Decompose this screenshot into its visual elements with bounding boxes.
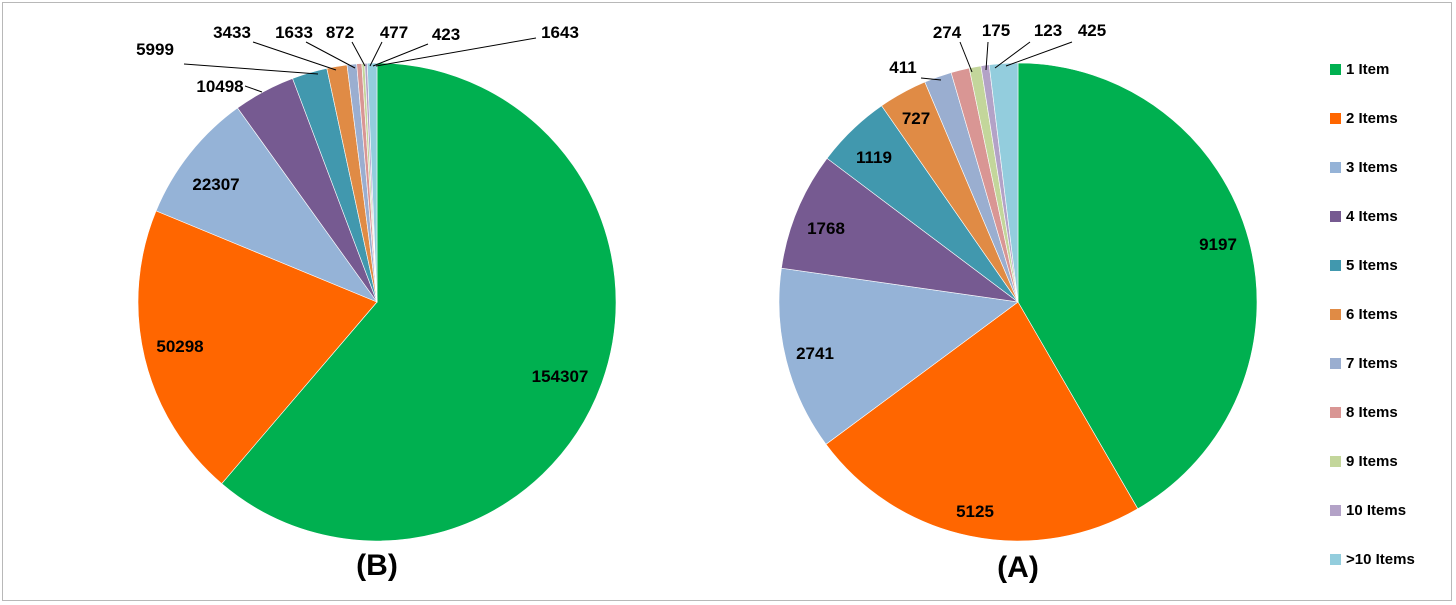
legend-swatch-7-items (1330, 358, 1341, 369)
data-label-4-items: 10498 (196, 77, 243, 96)
slice-2-items (825, 301, 1139, 542)
data-label-2-items: 50298 (156, 337, 203, 356)
data-label-2-items: 5125 (956, 502, 994, 521)
legend-swatch-9-items (1330, 456, 1341, 467)
data-label-10-items: 123 (1034, 21, 1062, 40)
leader-line-10-items (994, 41, 1031, 69)
data-label-gt-10-items: 425 (1078, 21, 1106, 40)
leader-line-5-items (183, 63, 319, 75)
data-label-4-items: 1768 (807, 219, 845, 238)
leader-line-7-items (920, 77, 942, 81)
leader-line-10-items (372, 43, 429, 67)
legend-swatch-10-items (1330, 505, 1341, 516)
legend-label-4-items: 4 Items (1346, 208, 1398, 225)
slice-2-items (137, 210, 378, 485)
data-label-10-items: 423 (432, 25, 460, 44)
legend-label-9-items: 9 Items (1346, 453, 1398, 470)
legend-label-6-items: 6 Items (1346, 306, 1398, 323)
caption-a: (A) (997, 551, 1039, 584)
slice-1-item (1017, 62, 1258, 510)
data-label-7-items: 411 (889, 58, 916, 77)
legend-swatch-1-item (1330, 64, 1341, 75)
leader-line-7-items (305, 41, 356, 69)
legend-label-10-items: 10 Items (1346, 502, 1406, 519)
data-label-gt-10-items: 1643 (541, 23, 579, 42)
leader-line-8-items (959, 41, 973, 73)
slice-1-item (221, 62, 617, 542)
legend-swatch-6-items (1330, 309, 1341, 320)
data-label-8-items: 274 (933, 23, 962, 42)
legend-label-3-items: 3 Items (1346, 159, 1398, 176)
leader-line-6-items (252, 41, 337, 71)
legend: 1 Item 2 Items 3 Items 4 Items 5 Items 6 Item… (1330, 61, 1415, 568)
leader-line-4-items (244, 85, 263, 93)
leader-line-8-items (351, 41, 366, 67)
legend-label-1-item: 1 Item (1346, 61, 1389, 78)
legend-label-2-items: 2 Items (1346, 110, 1398, 127)
legend-swatch-3-items (1330, 162, 1341, 173)
slice-4-items (781, 157, 1019, 303)
legend-swatch-4-items (1330, 211, 1341, 222)
pie-chart-b: 154307 50298 22307 10498 5999 3433 1633 872 477 4… (136, 23, 617, 542)
data-label-8-items: 872 (326, 23, 354, 42)
data-label-3-items: 22307 (192, 175, 239, 194)
legend-swatch-8-items (1330, 407, 1341, 418)
legend-label-gt-10-items: >10 Items (1346, 551, 1415, 568)
pie-chart-a: 9197 5125 2741 1768 1119 727 411 274 175 123 425 (778, 21, 1258, 542)
slice-gt-10-items (366, 62, 378, 303)
leader-line-gt-10-items (1005, 41, 1073, 67)
data-label-5-items: 1119 (856, 148, 892, 167)
data-label-6-items: 727 (902, 109, 930, 128)
data-label-6-items: 3433 (213, 23, 251, 42)
data-label-7-items: 1633 (275, 23, 313, 42)
legend-swatch-gt-10-items (1330, 554, 1341, 565)
caption-b: (B) (356, 549, 398, 582)
legend-label-5-items: 5 Items (1346, 257, 1398, 274)
legend-swatch-2-items (1330, 113, 1341, 124)
slice-gt-10-items (988, 62, 1019, 303)
legend-label-7-items: 7 Items (1346, 355, 1398, 372)
leader-line-gt-10-items (375, 37, 537, 67)
leader-line-9-items (985, 41, 989, 71)
data-label-1-item: 9197 (1199, 235, 1237, 254)
data-label-9-items: 477 (380, 23, 408, 42)
data-label-1-item: 154307 (532, 367, 589, 386)
leader-line-9-items (369, 41, 383, 67)
data-label-9-items: 175 (982, 21, 1010, 40)
data-label-5-items: 5999 (136, 40, 174, 59)
slice-3-items (155, 107, 378, 303)
slice-3-items (778, 267, 1019, 445)
legend-label-8-items: 8 Items (1346, 404, 1398, 421)
legend-swatch-5-items (1330, 260, 1341, 271)
data-label-3-items: 2741 (796, 344, 834, 363)
